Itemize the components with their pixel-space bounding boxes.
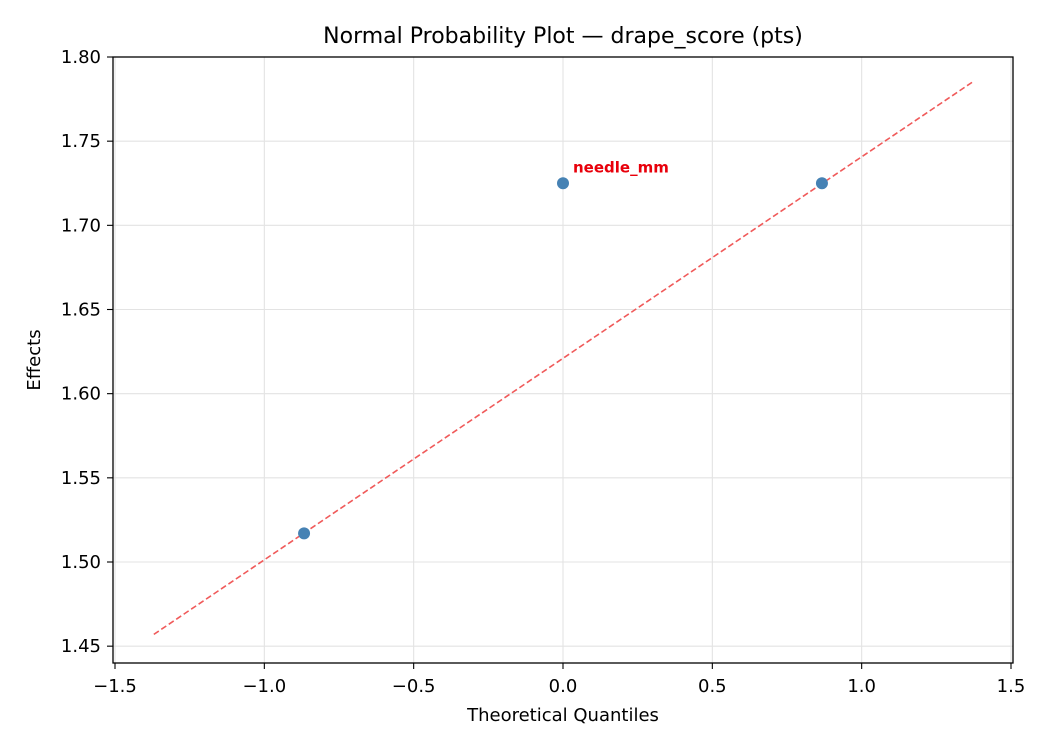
x-tick-label: −1.5 [93, 676, 137, 697]
chart-title: Normal Probability Plot — drape_score (p… [323, 24, 803, 49]
annotation-layer: needle_mm [573, 158, 669, 176]
y-tick-label: 1.65 [61, 300, 101, 321]
y-tick-label: 1.50 [61, 552, 101, 573]
y-axis-ticks: 1.45 1.50 1.55 1.60 1.65 1.70 1.75 1.80 [61, 47, 113, 657]
reference-line-layer [153, 81, 973, 636]
y-axis-label: Effects [24, 329, 45, 390]
y-tick-label: 1.45 [61, 636, 101, 657]
x-tick-label: −1.0 [242, 676, 286, 697]
y-tick-label: 1.70 [61, 215, 101, 236]
y-tick-label: 1.75 [61, 131, 101, 152]
point-annotation: needle_mm [573, 158, 669, 176]
y-tick-label: 1.55 [61, 468, 101, 489]
grid-lines [113, 56, 1013, 663]
x-axis-label: Theoretical Quantiles [466, 705, 659, 726]
y-tick-label: 1.80 [61, 47, 101, 68]
data-point [298, 527, 311, 540]
x-tick-label: 1.0 [847, 676, 876, 697]
data-point [557, 177, 569, 190]
y-tick-label: 1.60 [61, 384, 101, 405]
x-tick-label: 1.5 [997, 676, 1026, 697]
x-axis-ticks: −1.5 −1.0 −0.5 0.0 0.5 1.0 1.5 [93, 663, 1025, 697]
data-point [815, 177, 828, 190]
reference-line [153, 81, 973, 636]
x-tick-label: 0.5 [698, 676, 727, 697]
x-tick-label: −0.5 [392, 676, 436, 697]
x-tick-label: 0.0 [549, 676, 578, 697]
data-points-layer [298, 177, 828, 540]
